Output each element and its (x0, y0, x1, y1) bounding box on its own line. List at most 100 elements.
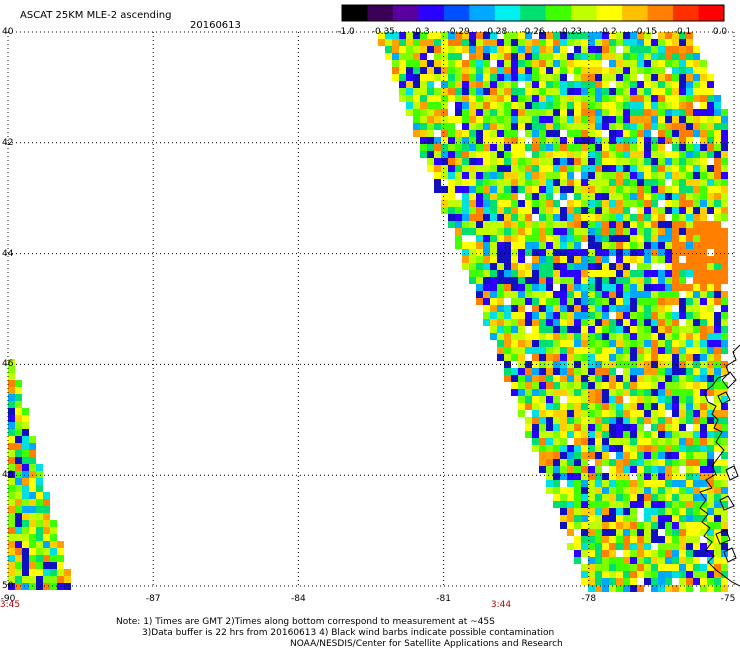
wind-cell (721, 158, 728, 165)
wind-cell (399, 74, 406, 81)
wind-cell (714, 529, 721, 536)
wind-cell (413, 88, 420, 95)
wind-cell (700, 130, 707, 137)
wind-cell (420, 109, 427, 116)
wind-cell (623, 312, 630, 319)
wind-cell (581, 438, 588, 445)
wind-cell (567, 522, 574, 529)
wind-cell (574, 403, 581, 410)
wind-cell (609, 67, 616, 74)
wind-cell (686, 200, 693, 207)
wind-cell (630, 60, 637, 67)
wind-cell (602, 186, 609, 193)
wind-cell (22, 527, 29, 534)
wind-cell (448, 46, 455, 53)
wind-cell (644, 501, 651, 508)
wind-cell (532, 242, 539, 249)
wind-cell (721, 431, 728, 438)
swath-left (8, 359, 71, 590)
wind-cell (595, 354, 602, 361)
wind-cell (15, 485, 22, 492)
wind-cell (539, 137, 546, 144)
wind-cell (707, 305, 714, 312)
wind-cell (714, 389, 721, 396)
wind-cell (525, 242, 532, 249)
wind-cell (539, 424, 546, 431)
wind-cell (672, 67, 679, 74)
wind-cell (672, 186, 679, 193)
wind-cell (539, 389, 546, 396)
wind-cell (525, 74, 532, 81)
wind-cell (665, 522, 672, 529)
wind-cell (518, 354, 525, 361)
wind-cell (525, 347, 532, 354)
wind-cell (658, 403, 665, 410)
wind-cell (693, 438, 700, 445)
wind-cell (658, 158, 665, 165)
wind-cell (707, 543, 714, 550)
wind-cell (644, 578, 651, 585)
wind-cell (665, 333, 672, 340)
wind-cell (637, 60, 644, 67)
wind-cell (602, 438, 609, 445)
wind-cell (588, 571, 595, 578)
wind-cell (15, 499, 22, 506)
wind-cell (630, 158, 637, 165)
wind-cell (581, 137, 588, 144)
wind-cell (630, 543, 637, 550)
wind-cell (588, 256, 595, 263)
wind-cell (581, 109, 588, 116)
wind-cell (560, 368, 567, 375)
wind-cell (644, 214, 651, 221)
wind-cell (595, 165, 602, 172)
wind-cell (595, 102, 602, 109)
wind-cell (644, 242, 651, 249)
wind-cell (672, 585, 679, 592)
wind-cell (609, 137, 616, 144)
wind-cell (574, 396, 581, 403)
wind-cell (532, 403, 539, 410)
wind-cell (623, 151, 630, 158)
wind-cell (679, 368, 686, 375)
wind-cell (630, 39, 637, 46)
wind-cell (469, 221, 476, 228)
wind-cell (595, 473, 602, 480)
wind-cell (700, 410, 707, 417)
wind-cell (665, 347, 672, 354)
wind-cell (588, 326, 595, 333)
wind-cell (553, 81, 560, 88)
wind-cell (504, 137, 511, 144)
wind-cell (721, 172, 728, 179)
wind-cell (616, 529, 623, 536)
wind-cell (504, 368, 511, 375)
wind-cell (22, 506, 29, 513)
wind-cell (707, 522, 714, 529)
wind-cell (36, 499, 43, 506)
wind-cell (574, 102, 581, 109)
wind-cell (665, 536, 672, 543)
wind-cell (553, 340, 560, 347)
wind-cell (658, 88, 665, 95)
wind-cell (707, 298, 714, 305)
wind-cell (623, 130, 630, 137)
wind-cell (630, 438, 637, 445)
wind-cell (679, 473, 686, 480)
wind-cell (455, 242, 462, 249)
wind-cell (553, 53, 560, 60)
wind-cell (686, 60, 693, 67)
wind-cell (651, 298, 658, 305)
wind-cell (651, 123, 658, 130)
wind-cell (15, 436, 22, 443)
wind-cell (630, 312, 637, 319)
wind-cell (616, 354, 623, 361)
wind-cell (483, 277, 490, 284)
wind-cell (714, 200, 721, 207)
wind-cell (658, 193, 665, 200)
wind-cell (560, 298, 567, 305)
wind-cell (644, 46, 651, 53)
wind-cell (504, 347, 511, 354)
wind-cell (504, 81, 511, 88)
wind-cell (588, 228, 595, 235)
wind-cell (567, 333, 574, 340)
colorbar-swatch (443, 5, 470, 21)
